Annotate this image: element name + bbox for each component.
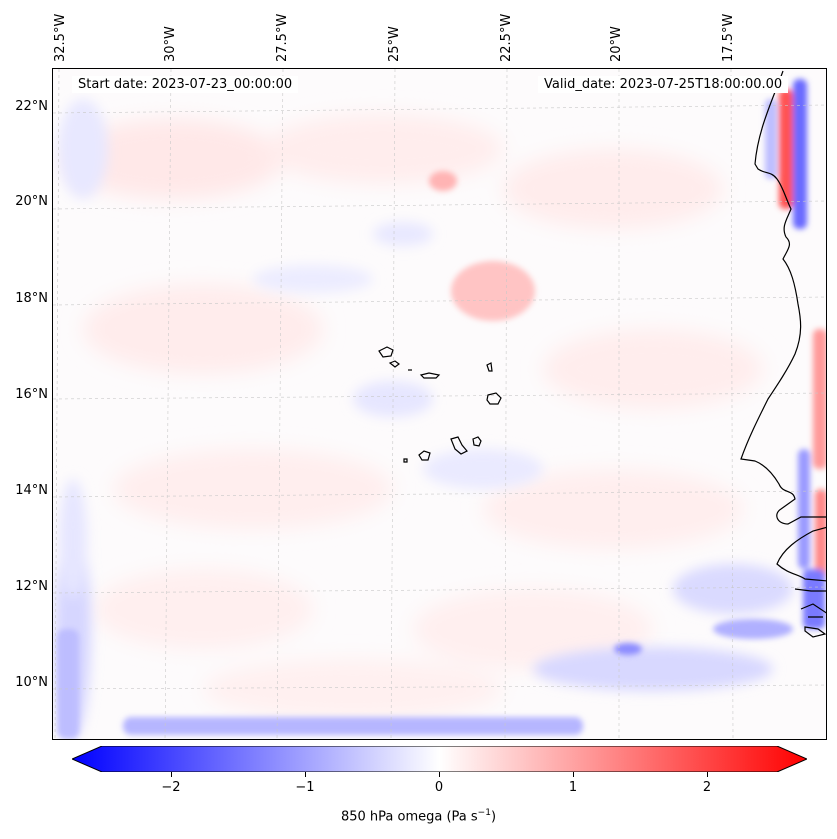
lon-label-30w: 30°W	[163, 26, 178, 62]
graticule	[53, 69, 826, 739]
strong-features	[57, 79, 826, 739]
colorbar-tick-0	[439, 772, 440, 777]
colorbar-tick-neg1	[305, 772, 306, 777]
colorbar-tick-1	[573, 772, 574, 777]
lon-label-20w: 20°W	[609, 26, 624, 62]
lat-label-14n: 14°N	[15, 483, 48, 498]
weak-descent-patches	[55, 99, 793, 739]
lon-label-22-5w: 22.5°W	[499, 13, 514, 62]
colorbar-ticklabel-neg1: −1	[295, 780, 315, 795]
lat-label-22n: 22°N	[15, 99, 48, 114]
lat-label-16n: 16°N	[15, 387, 48, 402]
cape-verde-islands	[378, 346, 502, 463]
start-date-label: Start date: 2023-07-23_00:00:00	[72, 76, 299, 93]
weak-ascent-background	[63, 114, 763, 719]
omega-field	[53, 69, 826, 739]
colorbar-ticklabel-1: 1	[568, 780, 578, 795]
africa-coastline	[740, 70, 826, 638]
colorbar	[72, 746, 807, 772]
lon-label-32-5w: 32.5°W	[53, 13, 68, 62]
colorbar-tick-neg2	[171, 772, 172, 777]
lat-label-10n: 10°N	[15, 675, 48, 690]
colorbar-ticklabel-neg2: −2	[161, 780, 181, 795]
colorbar-ticklabel-2: 2	[702, 780, 712, 795]
lon-label-27-5w: 27.5°W	[275, 13, 290, 62]
lat-label-20n: 20°N	[15, 194, 48, 209]
lat-label-18n: 18°N	[15, 291, 48, 306]
valid-date-label: Valid_date: 2023-07-25T18:00:00.00	[538, 76, 789, 93]
colorbar-tick-2	[707, 772, 708, 777]
colorbar-ticklabel-0: 0	[434, 780, 444, 795]
omega-map	[52, 68, 827, 740]
lon-label-25w: 25°W	[387, 26, 402, 62]
lat-label-12n: 12°N	[15, 579, 48, 594]
colorbar-title: 850 hPa omega (Pa s−1)	[340, 808, 497, 825]
lon-label-17-5w: 17.5°W	[721, 13, 736, 62]
